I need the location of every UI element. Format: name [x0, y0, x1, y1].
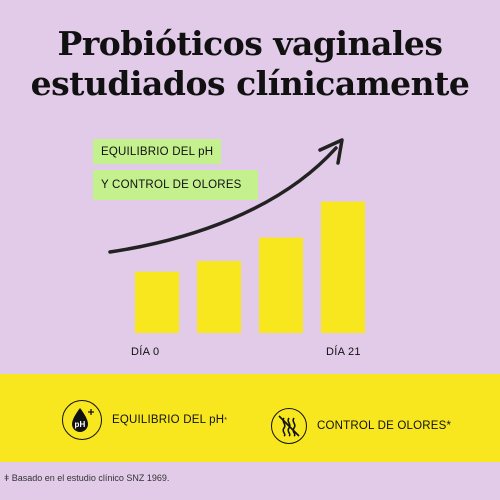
bar-2: [197, 261, 241, 333]
trend-arrow-head: [318, 138, 344, 165]
x-tick-label-end: DÍA 21: [326, 346, 361, 358]
odor-waves-icon: [271, 408, 307, 444]
feature-odor-label: CONTROL DE OLORES*: [317, 420, 452, 432]
chart-bars: [135, 201, 365, 333]
page-title: Probióticos vaginales estudiados clínica…: [0, 24, 500, 104]
feature-ph-label: EQUILIBRIO DEL pH: [112, 414, 225, 426]
bar-1: [135, 271, 179, 333]
feature-ph-mark: *: [224, 416, 228, 424]
feature-odor-control: CONTROL DE OLORES*: [271, 408, 451, 444]
footnote: ǂ Basado en el estudio clínico SNZ 1969.: [4, 473, 170, 483]
bar-4: [321, 201, 365, 333]
title-line-2: estudiados clínicamente: [30, 64, 470, 103]
trend-arrow-line: [108, 146, 338, 254]
bar-3: [259, 237, 303, 333]
x-tick-label-start: DÍA 0: [131, 346, 160, 358]
bar-chart: [108, 138, 365, 333]
ph-icon-text: pH: [74, 420, 85, 429]
ph-drop-icon: pH: [62, 400, 102, 440]
tag-odor-control: Y CONTROL DE OLORES: [93, 170, 258, 200]
feature-ph-balance: pH EQUILIBRIO DEL pH *: [62, 400, 227, 440]
tag-ph-balance: EQUILIBRIO DEL pH: [93, 139, 222, 164]
title-line-1: Probióticos vaginales: [57, 24, 443, 63]
